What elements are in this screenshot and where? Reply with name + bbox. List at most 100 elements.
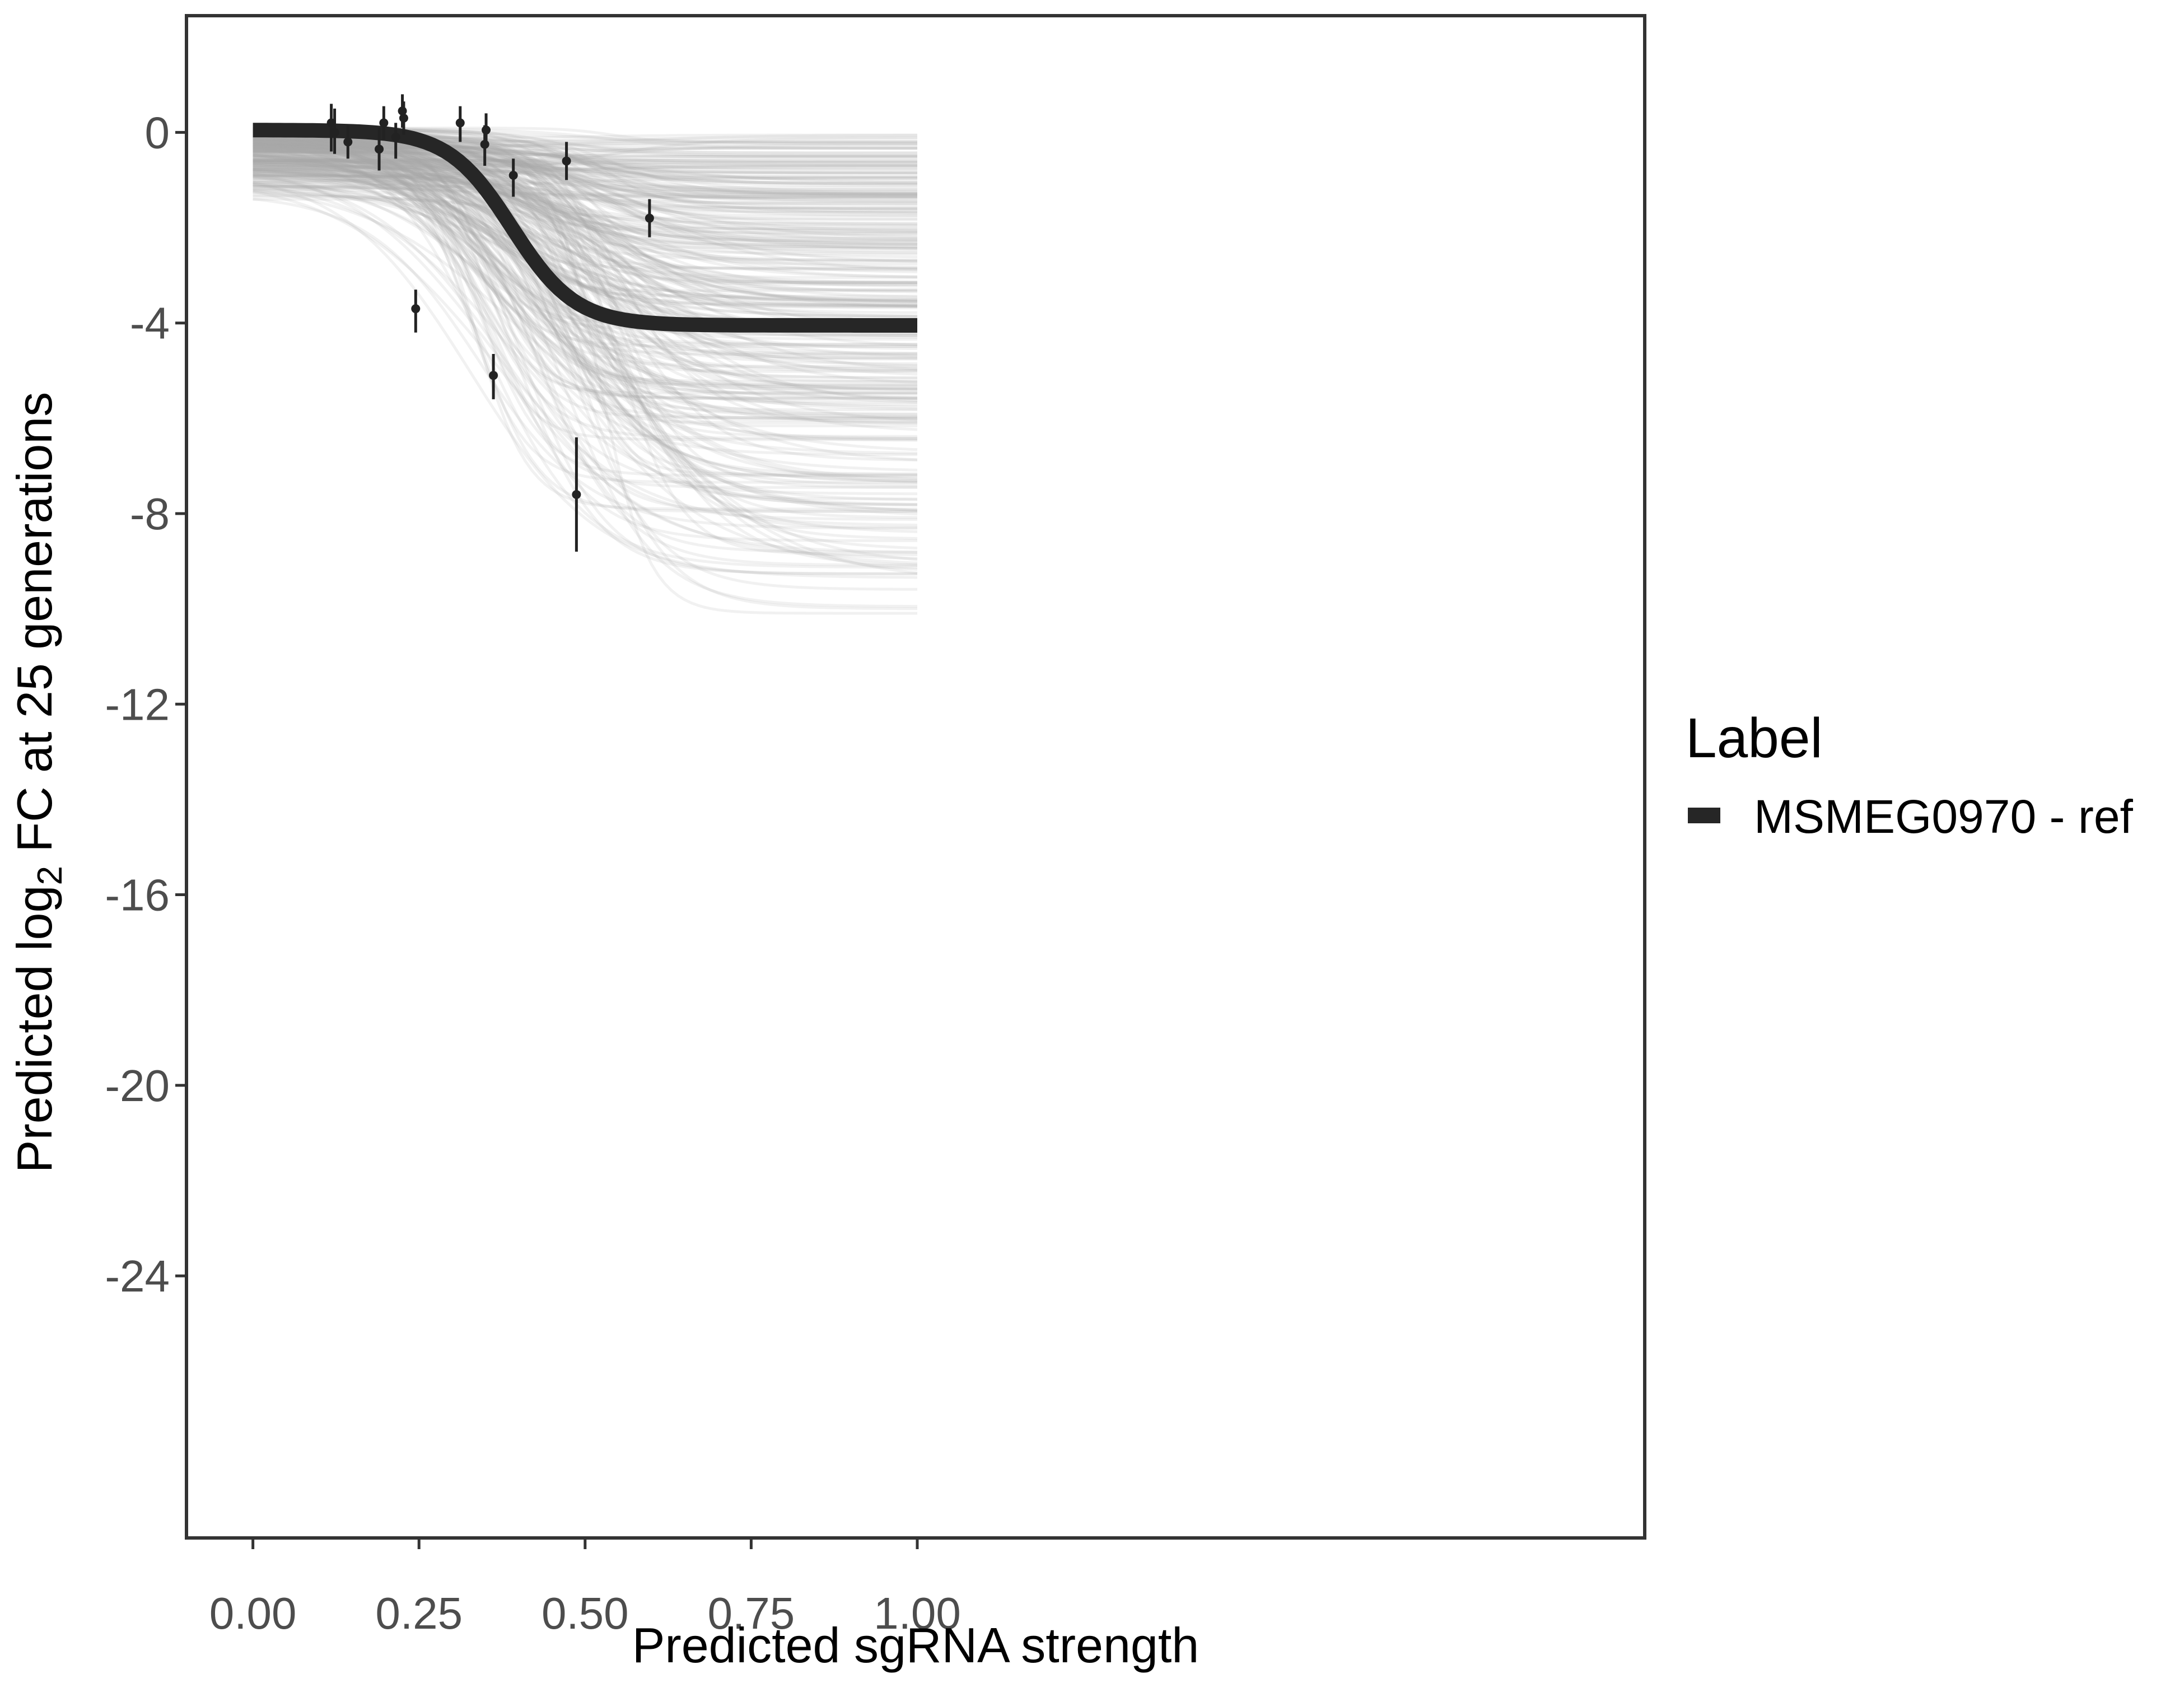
- posterior-draws-layer: [253, 127, 918, 615]
- y-axis-title-prefix: Predicted log: [7, 885, 62, 1173]
- posterior-draw-line: [253, 171, 918, 482]
- posterior-draw-line: [253, 148, 917, 356]
- posterior-draw-line: [253, 143, 918, 308]
- posterior-draw-line: [253, 158, 917, 203]
- posterior-draw-line: [253, 136, 918, 301]
- posterior-draw-line: [253, 138, 918, 184]
- posterior-draw-line: [253, 155, 918, 307]
- posterior-draw-line: [253, 148, 917, 314]
- posterior-draw-line: [253, 143, 917, 496]
- posterior-draw-line: [253, 149, 917, 249]
- posterior-draw-line: [253, 131, 918, 416]
- posterior-draw-line: [253, 159, 917, 197]
- data-point: [508, 170, 518, 180]
- y-tick-label: -24: [105, 1251, 170, 1301]
- posterior-draw-line: [253, 142, 917, 192]
- posterior-draw-line: [253, 148, 917, 420]
- posterior-draw-line: [253, 156, 918, 455]
- posterior-draw-line: [253, 159, 917, 210]
- posterior-draw-line: [253, 153, 918, 416]
- posterior-draw-line: [253, 139, 917, 164]
- x-tick-label: 0.25: [375, 1588, 463, 1638]
- posterior-draw-line: [253, 151, 917, 262]
- posterior-draw-line: [253, 171, 918, 232]
- data-point: [562, 156, 571, 166]
- posterior-draw-line: [253, 139, 917, 399]
- posterior-draw-line: [253, 175, 917, 389]
- posterior-draw-line: [253, 134, 918, 271]
- posterior-draw-line: [253, 176, 917, 477]
- posterior-draw-line: [253, 140, 918, 391]
- posterior-draw-line: [253, 143, 917, 167]
- x-tick-label: 1.00: [874, 1588, 961, 1638]
- posterior-draw-line: [253, 184, 917, 205]
- posterior-draw-line: [253, 145, 917, 166]
- posterior-draw-line: [253, 143, 917, 217]
- posterior-draw-line: [253, 185, 917, 198]
- posterior-draw-line: [253, 175, 918, 380]
- posterior-draw-line: [253, 136, 918, 501]
- posterior-draw-line: [253, 165, 917, 181]
- posterior-draw-line: [253, 183, 917, 361]
- x-tick-label: 0.75: [708, 1588, 795, 1638]
- posterior-draw-line: [253, 150, 918, 567]
- posterior-draw-line: [253, 134, 917, 440]
- posterior-draw-line: [253, 147, 917, 154]
- posterior-draw-line: [253, 156, 917, 608]
- posterior-draw-line: [253, 173, 918, 461]
- posterior-draw-line: [253, 134, 918, 328]
- posterior-draw-line: [253, 161, 917, 262]
- data-point: [399, 113, 408, 123]
- posterior-draw-line: [253, 139, 917, 283]
- posterior-draw-line: [253, 185, 917, 200]
- data-point: [482, 125, 491, 135]
- posterior-draw-line: [253, 136, 917, 456]
- posterior-draw-line: [253, 168, 918, 554]
- posterior-draw-line: [253, 149, 917, 240]
- posterior-draw-line: [253, 136, 917, 143]
- posterior-draw-line: [253, 169, 918, 561]
- posterior-draw-line: [253, 195, 917, 346]
- posterior-draw-line: [253, 153, 918, 304]
- posterior-draw-line: [253, 131, 917, 210]
- posterior-draw-line: [253, 181, 917, 243]
- legend-key-swatch: [1688, 808, 1720, 823]
- posterior-draw-line: [253, 134, 917, 310]
- fit-curve-layer: [253, 123, 917, 333]
- posterior-draw-line: [253, 157, 917, 195]
- posterior-draw-line: [253, 146, 917, 272]
- posterior-draw-line: [253, 142, 917, 576]
- posterior-draw-line: [253, 132, 917, 249]
- posterior-draw-line: [253, 153, 917, 197]
- posterior-draw-line: [253, 190, 918, 560]
- posterior-draw-line: [253, 146, 917, 231]
- posterior-draw-line: [253, 138, 917, 404]
- posterior-draw-line: [253, 174, 918, 278]
- posterior-draw-line: [253, 162, 917, 513]
- posterior-draw-line: [253, 144, 918, 371]
- posterior-draw-line: [253, 176, 917, 190]
- posterior-draw-line: [253, 153, 917, 337]
- posterior-draw-line: [253, 133, 917, 243]
- posterior-draw-line: [253, 191, 917, 396]
- posterior-draw-line: [253, 140, 917, 207]
- y-tick-label: -4: [130, 299, 170, 348]
- posterior-draw-line: [253, 153, 917, 174]
- data-point: [411, 304, 421, 314]
- posterior-draw-line: [253, 139, 917, 285]
- posterior-draw-line: [253, 139, 917, 365]
- posterior-draw-line: [253, 159, 917, 195]
- posterior-draw-line: [253, 146, 917, 412]
- posterior-draw-line: [253, 159, 918, 286]
- y-axis-title-suffix: FC at 25 generations: [7, 392, 62, 866]
- posterior-draw-line: [253, 142, 917, 175]
- posterior-draw-line: [253, 160, 917, 171]
- posterior-draw-line: [253, 164, 917, 179]
- posterior-draw-line: [253, 139, 918, 431]
- posterior-draw-line: [253, 141, 918, 575]
- posterior-draw-line: [253, 166, 917, 237]
- posterior-draw-line: [253, 142, 918, 533]
- posterior-draw-line: [253, 146, 918, 293]
- posterior-draw-line: [253, 174, 917, 234]
- posterior-draw-line: [253, 162, 918, 285]
